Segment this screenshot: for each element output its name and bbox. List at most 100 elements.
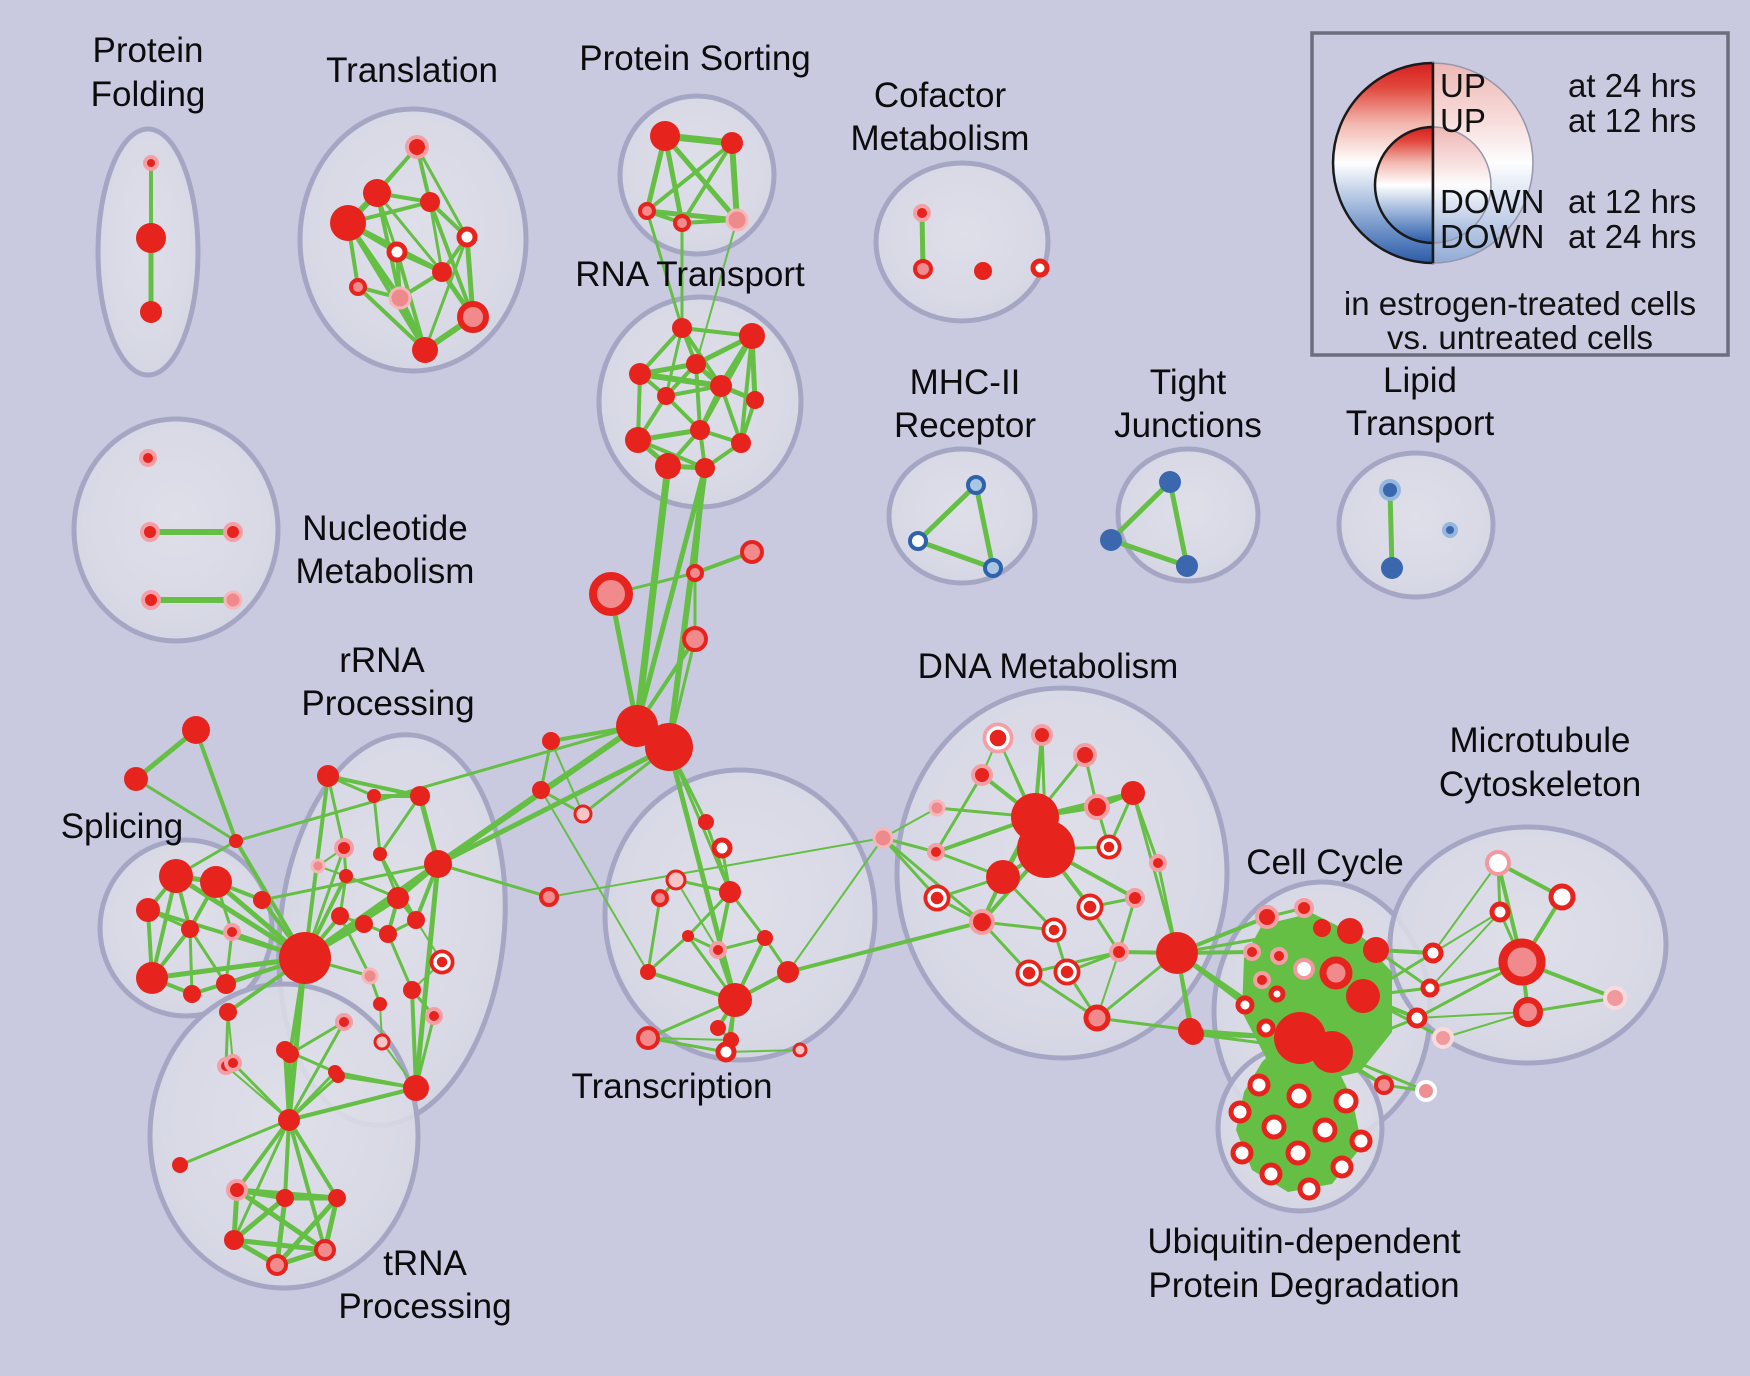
network-edge [645, 209, 684, 330]
network-edge [1108, 537, 1190, 569]
network-node [363, 179, 391, 207]
network-node [1489, 901, 1511, 923]
cluster-label-tight-junctions: Junctions [1114, 406, 1262, 445]
network-node [1346, 979, 1380, 1013]
network-node [645, 723, 693, 771]
network-node [457, 301, 489, 333]
network-edge [338, 914, 372, 978]
cluster-ellipse-trna-processing [147, 981, 421, 1291]
network-node [349, 278, 367, 296]
network-node [1017, 820, 1075, 878]
cluster-label-translation: Translation [326, 51, 498, 90]
network-node [709, 941, 727, 959]
network-edge [1429, 911, 1501, 989]
network-node [1228, 1100, 1252, 1124]
network-edge [608, 591, 640, 729]
network-node [1230, 1141, 1254, 1165]
network-node [908, 531, 928, 551]
network-node [710, 375, 732, 397]
cluster-ellipse-tight-junctions [1115, 446, 1261, 584]
network-edge [287, 1118, 327, 1252]
cluster-label-cell-cycle: Cell Cycle [1246, 843, 1404, 882]
network-node [373, 847, 387, 861]
network-edge [915, 538, 996, 571]
network-edge [1027, 971, 1099, 1020]
network-node [1247, 1073, 1271, 1097]
network-edge [725, 1049, 801, 1053]
network-node [412, 337, 438, 363]
cluster-label-rna-transport: RNA Transport [575, 255, 805, 294]
network-node [986, 726, 1010, 750]
network-node [1100, 529, 1122, 551]
network-edge [675, 879, 719, 951]
network-node [651, 889, 669, 907]
network-edge [634, 465, 708, 729]
cluster-label-microtubule-cytoskeleton: Cytoskeleton [1439, 765, 1641, 804]
network-node [1243, 943, 1261, 961]
network-edge [973, 482, 996, 571]
network-edge [666, 465, 708, 750]
network-node [387, 887, 409, 909]
network-node [143, 155, 159, 171]
network-node [433, 953, 451, 971]
network-node [1349, 1129, 1373, 1153]
network-node [695, 458, 715, 478]
network-node [1019, 963, 1039, 983]
network-node [1422, 942, 1444, 964]
network-node [339, 869, 353, 883]
network-node [1255, 905, 1279, 929]
network-node [1337, 918, 1363, 944]
network-node [124, 767, 148, 791]
network-node [638, 202, 656, 220]
network-node [1149, 854, 1167, 872]
cluster-ellipse-lipid-transport [1336, 450, 1496, 600]
network-node [1381, 557, 1403, 579]
network-node [266, 1254, 288, 1276]
network-node [719, 881, 741, 903]
network-node [928, 799, 946, 817]
network-edge [646, 1036, 728, 1054]
cluster-label-trna-processing: tRNA [383, 1244, 467, 1283]
network-node [159, 859, 193, 893]
cluster-label-protein-folding: Folding [91, 75, 206, 114]
network-node [1159, 471, 1181, 493]
network-node [629, 363, 651, 385]
network-node [405, 135, 429, 159]
network-edge [881, 836, 984, 924]
cluster-label-transcription: Transcription [572, 1067, 773, 1106]
cluster-label-protein-folding: Protein [93, 31, 204, 70]
network-node [739, 323, 765, 349]
network-node [1286, 1083, 1312, 1109]
network-node [1420, 978, 1440, 998]
network-node [969, 909, 995, 935]
network-edge [1416, 1011, 1529, 1019]
network-node [182, 716, 210, 744]
network-node [226, 1179, 248, 1201]
network-node [410, 786, 430, 806]
legend-inner-circle-right [1432, 126, 1492, 244]
network-node [731, 433, 751, 453]
network-node [373, 997, 387, 1011]
cluster-label-trna-processing: Processing [338, 1287, 511, 1326]
cluster-label-cofactor-metabolism: Cofactor [874, 76, 1007, 115]
network-node [334, 838, 354, 858]
legend-note-line2: vs. untreated cells [1387, 319, 1653, 356]
network-node [1083, 1004, 1111, 1032]
network-edge [287, 1086, 418, 1122]
network-node [740, 540, 764, 564]
legend-time-up12: at 12 hrs [1568, 102, 1696, 139]
network-node [424, 850, 452, 878]
network-node [219, 1003, 237, 1021]
network-edge [1432, 862, 1499, 954]
network-edge [410, 988, 418, 1090]
network-edge [915, 482, 979, 544]
network-node [317, 765, 339, 787]
network-node [1485, 850, 1511, 876]
network-node [777, 961, 799, 983]
network-edge [435, 744, 672, 867]
network-node [698, 814, 714, 830]
network-edge [1131, 791, 1160, 865]
network-node [1442, 522, 1458, 538]
network-edge [1108, 479, 1173, 543]
network-edge [378, 794, 422, 856]
